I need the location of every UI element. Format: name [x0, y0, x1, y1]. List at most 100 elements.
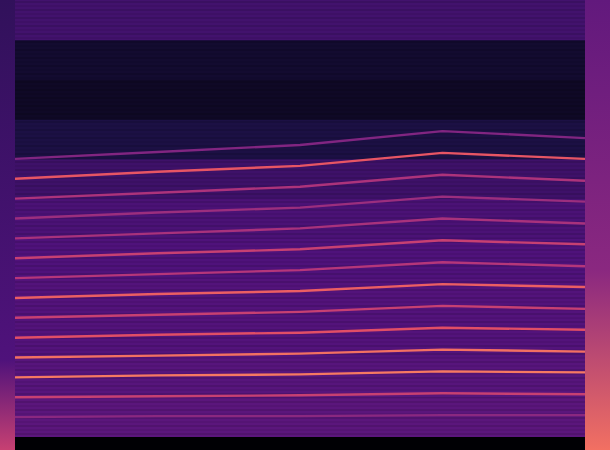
texture-stripe	[15, 401, 585, 402]
texture-stripe	[15, 129, 585, 130]
texture-stripe	[15, 125, 585, 126]
background-band	[15, 358, 585, 398]
texture-stripe	[15, 361, 585, 362]
texture-stripe	[15, 381, 585, 382]
texture-stripe	[15, 157, 585, 158]
background-band	[15, 199, 585, 239]
texture-stripe	[15, 73, 585, 74]
texture-stripe	[15, 357, 585, 358]
harmonic-line	[15, 393, 585, 397]
texture-stripe	[15, 321, 585, 322]
texture-stripe	[15, 149, 585, 150]
texture-stripe	[15, 1, 585, 2]
texture-stripe	[15, 341, 585, 342]
harmonic-line	[15, 328, 585, 338]
texture-stripe	[15, 337, 585, 338]
texture-stripe	[15, 93, 585, 94]
texture-stripe	[15, 61, 585, 62]
texture-stripe	[15, 297, 585, 298]
harmonic-line	[15, 306, 585, 318]
texture-stripe	[15, 77, 585, 78]
texture-stripe	[15, 313, 585, 314]
background-band	[15, 278, 585, 318]
texture-stripe	[15, 217, 585, 218]
texture-stripe	[15, 109, 585, 110]
texture-stripe	[15, 301, 585, 302]
texture-stripe	[15, 9, 585, 10]
harmonic-line	[15, 175, 585, 199]
texture-stripe	[15, 389, 585, 390]
texture-stripe	[15, 281, 585, 282]
harmonic-line	[15, 371, 585, 377]
texture-stripe	[15, 317, 585, 318]
texture-stripe	[15, 409, 585, 410]
harmonic-line	[15, 240, 585, 258]
texture-stripe	[15, 37, 585, 38]
texture-stripe	[15, 237, 585, 238]
texture-stripe	[15, 17, 585, 18]
texture-stripe	[15, 421, 585, 422]
background-band	[15, 0, 585, 40]
texture-stripe	[15, 113, 585, 114]
background-band	[15, 119, 585, 159]
texture-stripe	[15, 201, 585, 202]
texture-stripe	[15, 25, 585, 26]
background-band	[15, 318, 585, 358]
texture-stripe	[15, 245, 585, 246]
texture-stripe	[15, 189, 585, 190]
texture-stripe	[15, 33, 585, 34]
texture-stripe	[15, 97, 585, 98]
texture-stripe	[15, 29, 585, 30]
harmonic-line	[15, 153, 585, 179]
texture-stripe	[15, 69, 585, 70]
texture-stripe	[15, 377, 585, 378]
texture-stripe	[15, 273, 585, 274]
bottom-edge	[15, 437, 585, 450]
harmonic-line	[15, 131, 585, 159]
harmonic-line	[15, 415, 585, 417]
chart-root	[0, 0, 610, 450]
texture-stripe	[15, 209, 585, 210]
texture-stripe	[15, 261, 585, 262]
texture-stripe	[15, 225, 585, 226]
background-band	[15, 40, 585, 80]
texture-stripe	[15, 53, 585, 54]
texture-stripe	[15, 81, 585, 82]
texture-stripe	[15, 21, 585, 22]
texture-stripe	[15, 325, 585, 326]
texture-stripe	[15, 137, 585, 138]
texture-stripe	[15, 65, 585, 66]
harmonic-line	[15, 197, 585, 219]
texture-stripe	[15, 141, 585, 142]
texture-stripe	[15, 277, 585, 278]
texture-stripe	[15, 309, 585, 310]
texture-stripe	[15, 161, 585, 162]
texture-stripe	[15, 425, 585, 426]
texture-stripe	[15, 101, 585, 102]
texture-stripe	[15, 345, 585, 346]
texture-stripe	[15, 41, 585, 42]
texture-stripe	[15, 57, 585, 58]
texture-stripe	[15, 13, 585, 14]
texture-stripe	[15, 169, 585, 170]
background-band	[15, 397, 585, 437]
texture-stripe	[15, 5, 585, 6]
texture-stripe	[15, 369, 585, 370]
texture-stripe	[15, 433, 585, 434]
left-edge	[0, 0, 15, 450]
texture	[15, 2, 585, 434]
background-band	[15, 238, 585, 278]
texture-stripe	[15, 385, 585, 386]
texture-stripe	[15, 429, 585, 430]
harmonics	[15, 131, 585, 417]
harmonic-line	[15, 262, 585, 278]
texture-stripe	[15, 257, 585, 258]
texture-stripe	[15, 121, 585, 122]
texture-stripe	[15, 365, 585, 366]
background-band	[15, 79, 585, 119]
texture-stripe	[15, 45, 585, 46]
harmonic-line	[15, 219, 585, 239]
texture-stripe	[15, 49, 585, 50]
plot-area	[15, 0, 585, 437]
texture-stripe	[15, 105, 585, 106]
